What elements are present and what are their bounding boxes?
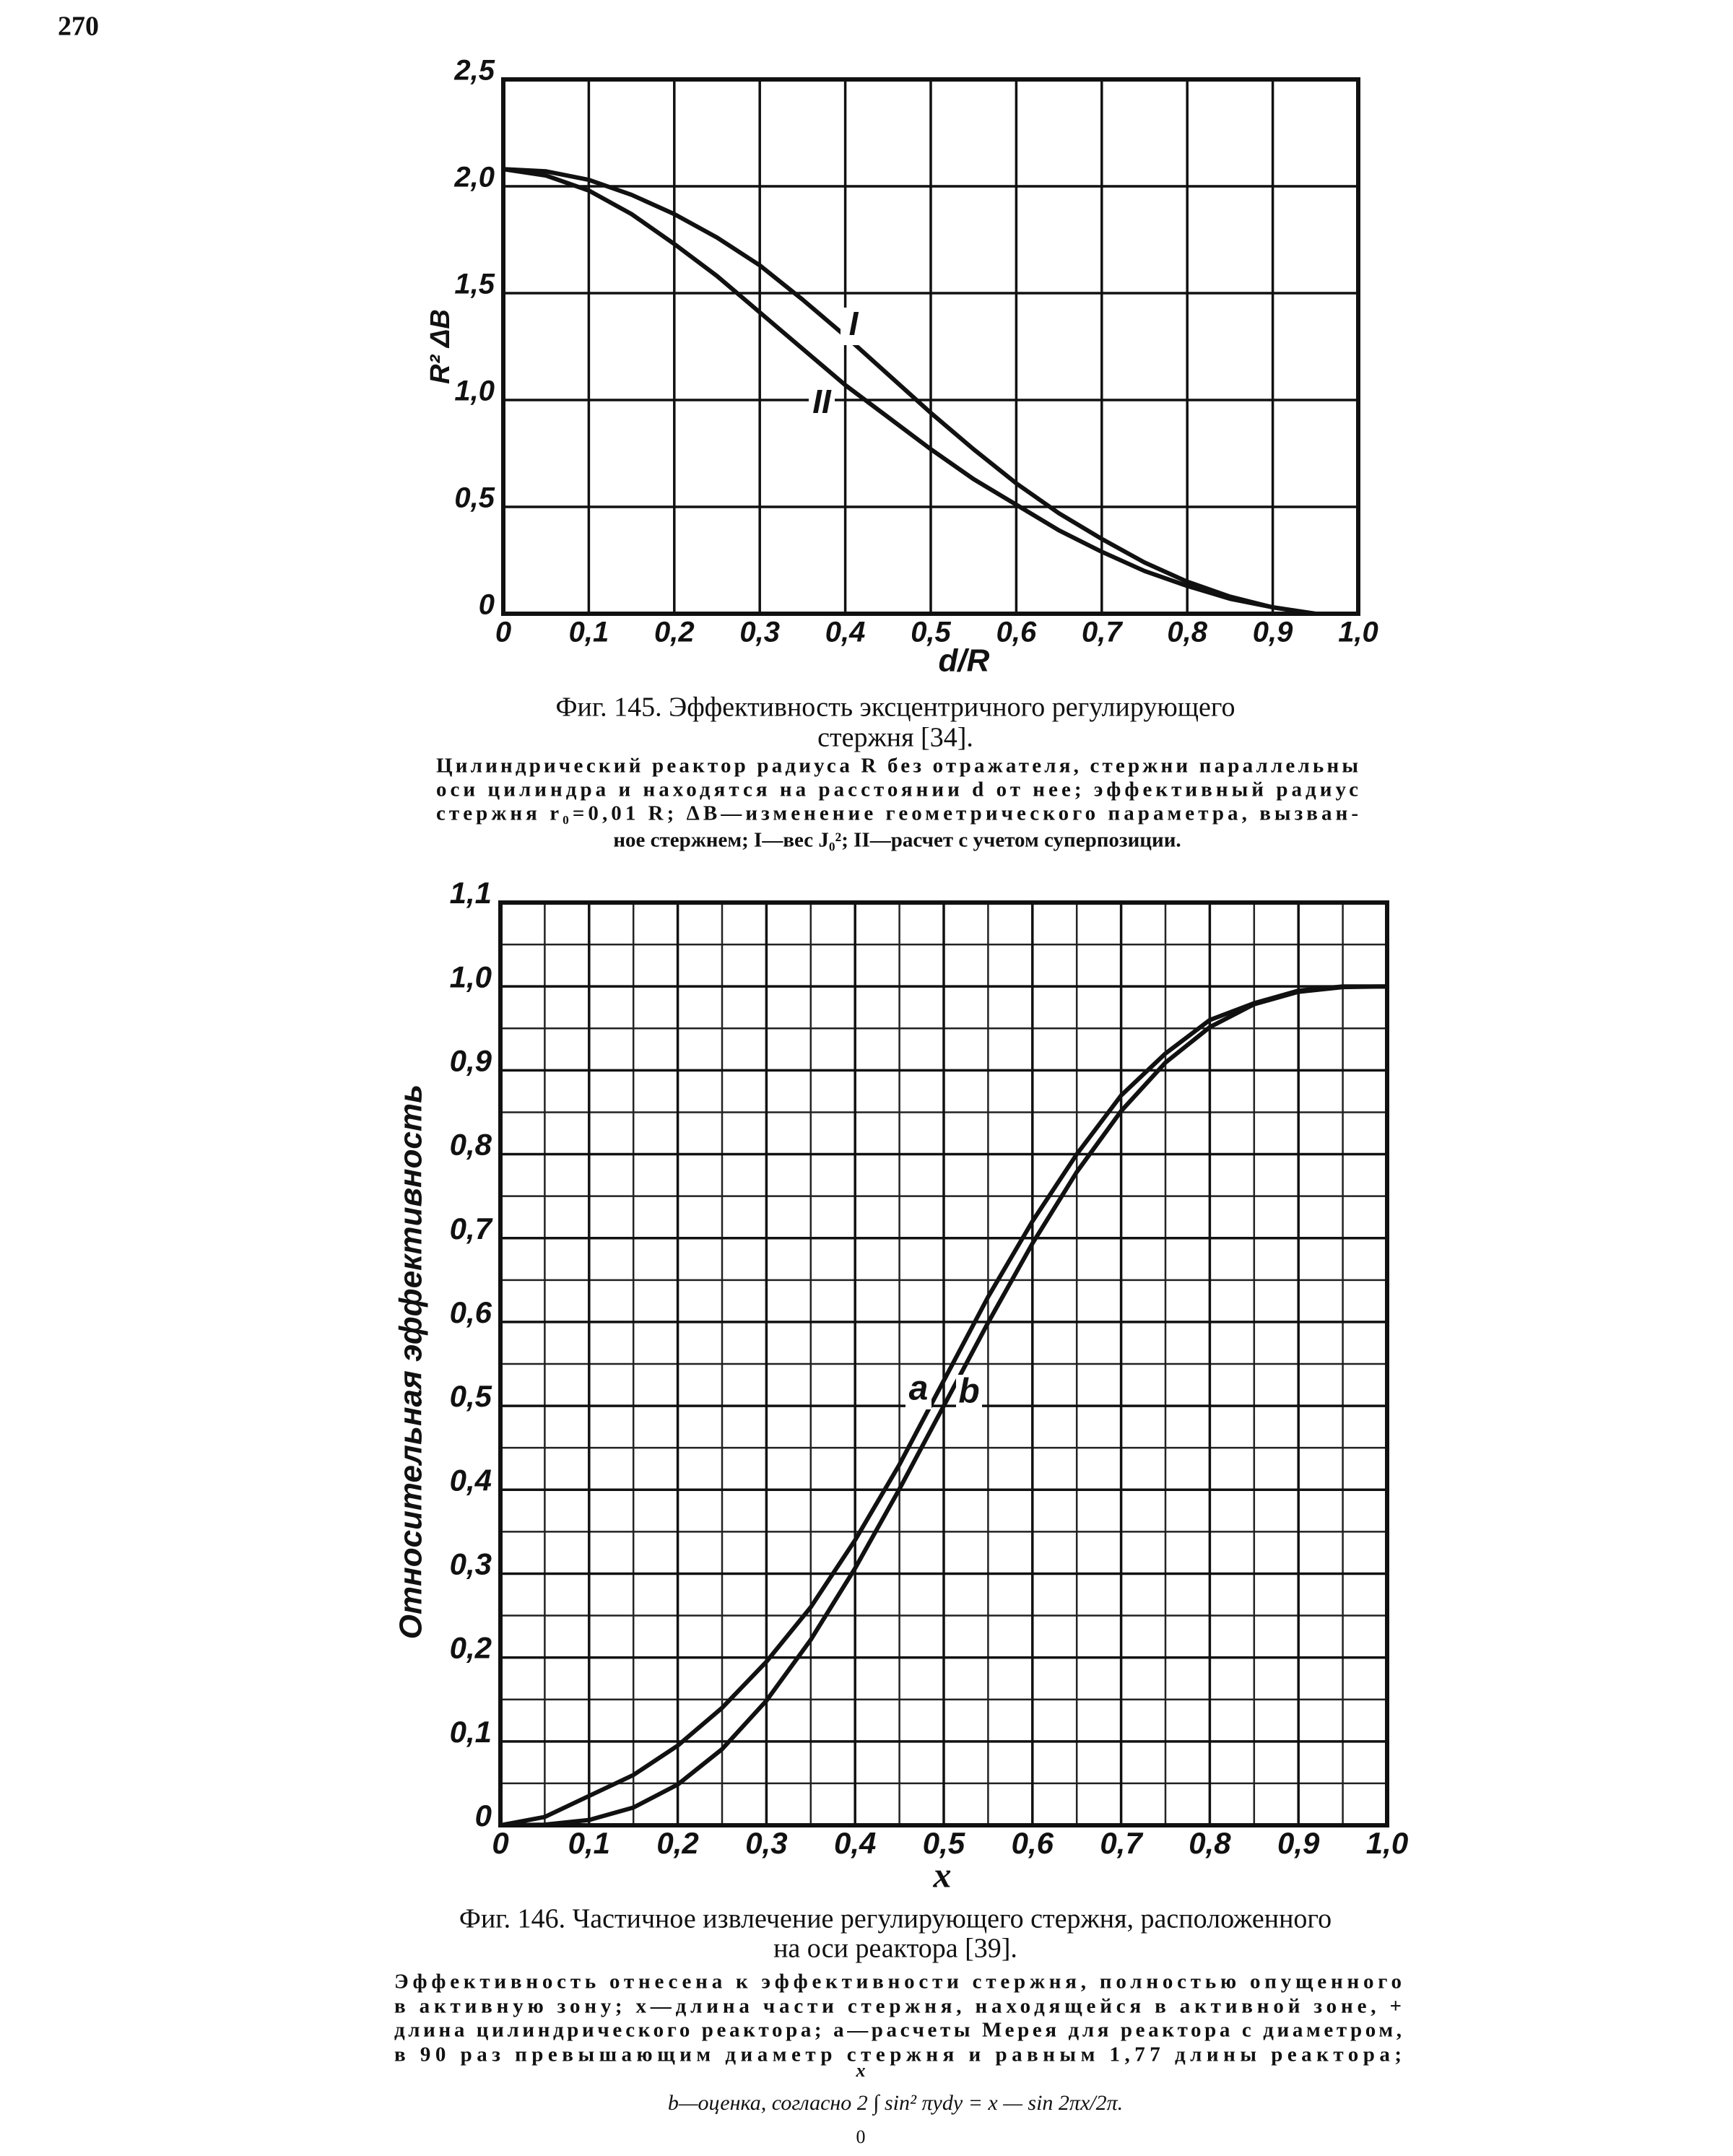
x-tick-label: 0,2 [656,1826,698,1860]
integral-upper: x [856,2060,866,2081]
series-line [500,984,1388,1827]
x-tick-label: 0,8 [1167,617,1207,648]
x-tick-label: 0,8 [1189,1826,1231,1860]
x-tick-label: 0,3 [745,1826,787,1860]
x-tick-label: 0,4 [834,1826,876,1860]
x-tick-label: 1,0 [1338,617,1378,648]
y-tick-label: 1,0 [450,960,492,994]
y-tick-label: 0 [475,1799,492,1833]
figure-note: длина цилиндрического реактора; a—расчет… [394,2019,1402,2042]
y-tick-label: 0,5 [450,1379,492,1413]
x-tick-label: 0,5 [911,617,951,648]
y-tick-label: 0 [479,589,495,621]
y-tick-label: 0,6 [450,1295,492,1329]
x-tick-label: 0,9 [1253,617,1293,648]
figure-caption: Фиг. 146. Частичное извлечение регулирую… [459,1904,1332,1934]
y-tick-label: 1,0 [454,375,495,407]
x-tick-label: 0,1 [569,617,609,648]
y-tick-label: 0,4 [450,1463,492,1497]
series-label: a [909,1370,929,1408]
plot-frame [498,900,1389,1827]
y-tick-label: 0,3 [450,1547,492,1581]
series-line [503,167,1316,616]
x-tick-label: 0,7 [1100,1826,1143,1860]
x-tick-label: 0,5 [923,1826,965,1860]
figure-note: в 90 раз превышающим диаметр стержня и р… [394,2043,1402,2066]
y-tick-label: 2,5 [453,55,495,87]
x-tick-label: 0 [495,617,511,648]
series-label: II [812,383,832,420]
y-tick-label: 0,2 [450,1631,492,1665]
label-backdrop [809,386,835,423]
label-backdrop [841,308,866,345]
y-tick-label: 0,5 [454,482,495,514]
series-line [503,167,1316,616]
x-tick-label: 0,7 [1082,617,1123,648]
page-number: 270 [58,12,99,42]
figure-caption: стержня [34]. [817,723,973,753]
formula: b—оценка, согласно 2 ∫ sin² πydy = x — s… [668,2091,1123,2116]
figure-caption: Фиг. 145. Эффективность эксцентричного р… [555,692,1235,723]
figure-note: ное стержнем; I—вес J₀²; II—расчет с уче… [613,829,1181,852]
x-tick-label: 0,4 [825,617,866,648]
series-label: I [849,305,859,342]
figure-note: стержня r₀=0,01 R; ΔB—изменение геометри… [436,802,1358,825]
x-tick-label: 0 [492,1826,508,1860]
series-line [500,984,1387,1827]
y-tick-label: 1,5 [454,269,495,300]
series-label: b [958,1373,979,1411]
y-axis-label: Относительная эффективность [394,1084,429,1639]
y-tick-label: 0,9 [450,1043,492,1077]
label-backdrop [905,1372,931,1409]
plot-frame [501,77,1360,616]
x-tick-label: 1,0 [1366,1826,1408,1860]
y-tick-label: 1,1 [450,876,492,910]
x-tick-label: 0,6 [996,617,1037,648]
y-tick-label: 2,0 [453,162,495,194]
label-backdrop [956,1375,982,1412]
integral-lower: 0 [856,2126,866,2147]
x-tick-label: 0,3 [739,617,780,648]
y-axis-label: R² ΔB [425,309,456,384]
x-tick-label: 0,6 [1012,1826,1054,1860]
figure-note: оси цилиндра и находятся на расстоянии d… [436,778,1358,801]
figure-note: в активную зону; x—длина части стержня, … [394,1995,1402,2018]
x-tick-label: 0,1 [568,1826,610,1860]
x-tick-label: 0,2 [654,617,695,648]
x-axis-label: x [933,1854,952,1895]
figure-caption: на оси реактора [39]. [773,1934,1017,1964]
figure-note: Эффективность отнесена к эффективности с… [394,1970,1402,1994]
y-tick-label: 0,7 [450,1212,493,1246]
x-tick-label: 0,9 [1277,1826,1320,1860]
x-axis-label: d/R [939,643,990,679]
y-tick-label: 0,8 [450,1128,492,1162]
y-tick-label: 0,1 [450,1715,492,1749]
figure-note: Цилиндрический реактор радиуса R без отр… [436,755,1358,778]
